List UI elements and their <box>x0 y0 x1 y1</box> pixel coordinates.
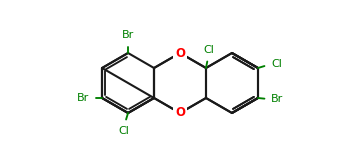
Text: Cl: Cl <box>271 59 282 69</box>
Text: Cl: Cl <box>119 126 130 136</box>
Text: O: O <box>175 46 185 59</box>
Text: Br: Br <box>122 30 134 40</box>
Text: Br: Br <box>271 94 283 104</box>
Text: O: O <box>175 46 185 59</box>
Text: O: O <box>175 107 185 120</box>
Text: Br: Br <box>77 93 89 103</box>
Text: Cl: Cl <box>203 45 214 55</box>
Text: O: O <box>175 107 185 120</box>
